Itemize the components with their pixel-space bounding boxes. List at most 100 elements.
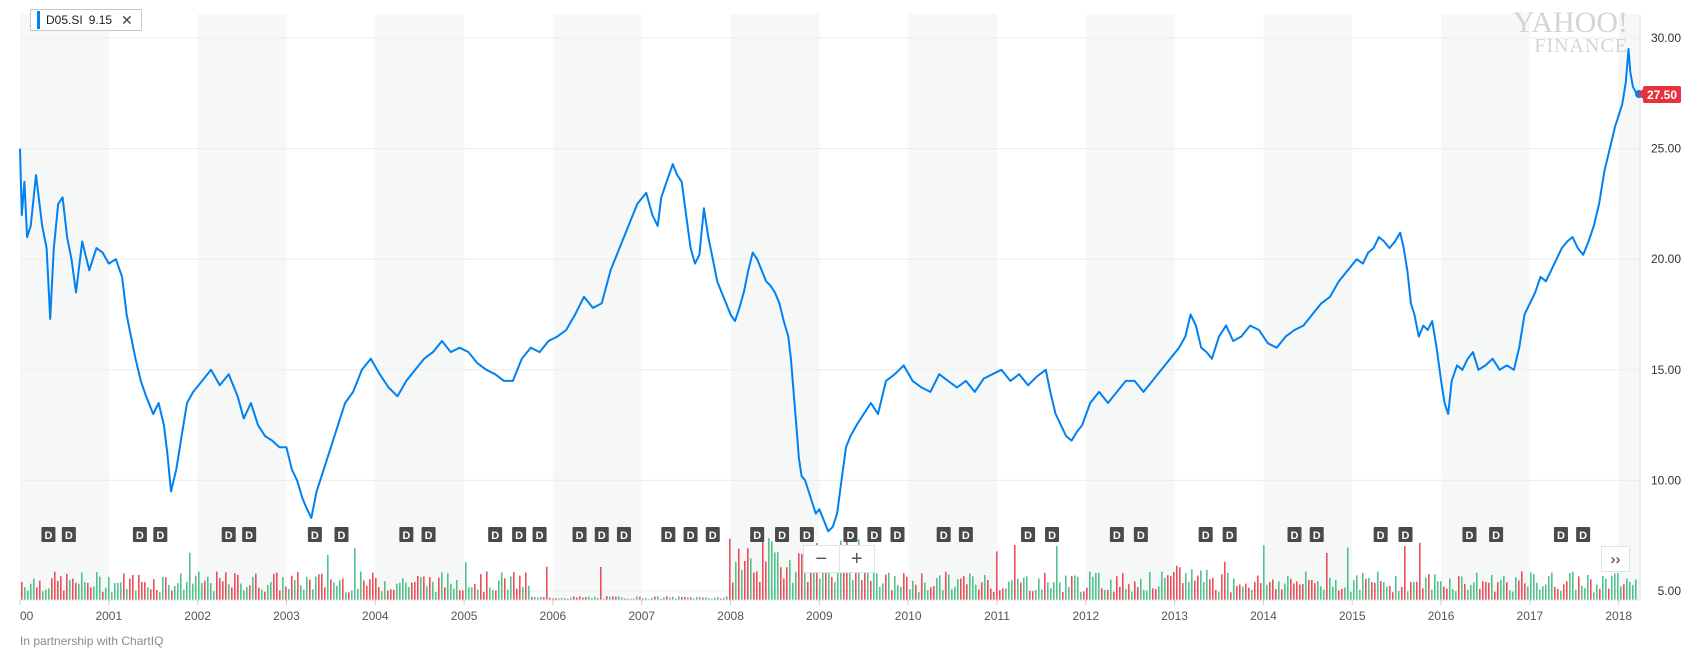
volume-bar — [1026, 576, 1028, 600]
dividend-marker[interactable]: D — [705, 527, 720, 542]
zoom-in-button[interactable]: + — [838, 546, 875, 572]
dividend-marker[interactable]: D — [242, 527, 257, 542]
dividend-marker[interactable]: D — [334, 527, 349, 542]
dividend-marker-label: D — [620, 530, 628, 542]
dividend-marker[interactable]: D — [1309, 527, 1324, 542]
volume-bar — [876, 573, 878, 600]
series-legend-chip[interactable]: D05.SI 9.15 ✕ — [30, 9, 142, 31]
y-tick-label: 20.00 — [1651, 252, 1681, 266]
dividend-marker[interactable]: D — [594, 527, 609, 542]
dividend-marker-box — [41, 527, 56, 542]
volume-bar — [624, 598, 626, 600]
volume-bar — [318, 574, 320, 600]
dividend-marker-label: D — [1492, 530, 1500, 542]
volume-bar — [588, 596, 590, 600]
volume-bar — [69, 579, 71, 600]
dividend-marker[interactable]: D — [1287, 527, 1302, 542]
dividend-marker[interactable]: D — [775, 527, 790, 542]
dividend-marker[interactable]: D — [307, 527, 322, 542]
dividend-marker[interactable]: D — [661, 527, 676, 542]
dividend-marker-label: D — [1377, 530, 1385, 542]
dividend-marker[interactable]: D — [799, 527, 814, 542]
dividend-marker[interactable]: D — [1398, 527, 1413, 542]
dividend-marker[interactable]: D — [132, 527, 147, 542]
volume-bar — [414, 581, 416, 600]
dividend-marker[interactable]: D — [616, 527, 631, 542]
volume-bar — [456, 579, 458, 600]
volume-bar — [321, 573, 323, 600]
volume-bar — [627, 598, 629, 600]
volume-bar — [1347, 547, 1349, 600]
zoom-out-button[interactable]: − — [815, 547, 828, 570]
volume-bar — [21, 582, 23, 600]
dividend-marker[interactable]: D — [843, 527, 858, 542]
volume-bar — [258, 587, 260, 600]
dividend-marker[interactable]: D — [890, 527, 905, 542]
volume-bar — [1092, 576, 1094, 600]
dividend-marker[interactable]: D — [488, 527, 503, 542]
volume-bar — [999, 590, 1001, 600]
volume-bar — [1008, 581, 1010, 600]
volume-bar — [423, 576, 425, 600]
volume-bar — [1560, 590, 1562, 600]
volume-bar — [1251, 589, 1253, 600]
x-tick-label: 2017 — [1517, 609, 1544, 623]
volume-bar — [873, 571, 875, 600]
volume-bar — [1620, 586, 1622, 600]
volume-bar — [669, 597, 671, 600]
volume-bar — [708, 598, 710, 600]
volume-bar — [1044, 572, 1046, 600]
volume-bar — [312, 589, 314, 600]
dividend-marker[interactable]: D — [1045, 527, 1060, 542]
volume-bar — [471, 587, 473, 600]
dividend-marker[interactable]: D — [958, 527, 973, 542]
volume-bar — [1254, 581, 1256, 600]
dividend-marker[interactable]: D — [750, 527, 765, 542]
volume-bar — [1131, 591, 1133, 600]
dividend-marker[interactable]: D — [1373, 527, 1388, 542]
dividend-marker[interactable]: D — [1109, 527, 1124, 542]
dividend-marker[interactable]: D — [1489, 527, 1504, 542]
volume-bar — [1587, 574, 1589, 600]
dividend-marker[interactable]: D — [41, 527, 56, 542]
dividend-marker-box — [936, 527, 951, 542]
dividend-marker[interactable]: D — [153, 527, 168, 542]
dividend-marker-box — [572, 527, 587, 542]
volume-bar — [183, 589, 185, 600]
last-price-tag: 27.50 — [1638, 86, 1681, 103]
dividend-marker[interactable]: D — [683, 527, 698, 542]
dividend-marker[interactable]: D — [1462, 527, 1477, 542]
dividend-marker[interactable]: D — [1198, 527, 1213, 542]
volume-bar — [1482, 581, 1484, 600]
dividend-marker[interactable]: D — [512, 527, 527, 542]
scroll-right-button[interactable]: ›› — [1601, 546, 1630, 572]
dividend-marker[interactable]: D — [532, 527, 547, 542]
volume-bar — [774, 552, 776, 600]
dividend-marker[interactable]: D — [1222, 527, 1237, 542]
volume-bar — [621, 597, 623, 600]
dividend-marker[interactable]: D — [867, 527, 882, 542]
volume-bar — [1578, 576, 1580, 600]
close-icon[interactable]: ✕ — [121, 11, 133, 28]
dividend-marker[interactable]: D — [1133, 527, 1148, 542]
dividend-marker[interactable]: D — [61, 527, 76, 542]
x-tick-label: 2007 — [628, 609, 655, 623]
dividend-marker[interactable]: D — [221, 527, 236, 542]
dividend-marker[interactable]: D — [936, 527, 951, 542]
volume-bar — [1143, 589, 1145, 600]
volume-bar — [726, 596, 728, 600]
dividend-marker[interactable]: D — [1576, 527, 1591, 542]
dividend-marker[interactable]: D — [399, 527, 414, 542]
volume-bar — [54, 571, 56, 600]
volume-bar — [207, 576, 209, 600]
dividend-marker[interactable]: D — [1021, 527, 1036, 542]
volume-bar — [720, 598, 722, 600]
dividend-marker[interactable]: D — [1553, 527, 1568, 542]
volume-bar — [342, 578, 344, 600]
volume-bar — [612, 596, 614, 600]
dividend-marker[interactable]: D — [421, 527, 436, 542]
volume-bar — [477, 589, 479, 600]
dividend-marker-label: D — [311, 530, 319, 542]
dividend-marker[interactable]: D — [572, 527, 587, 542]
